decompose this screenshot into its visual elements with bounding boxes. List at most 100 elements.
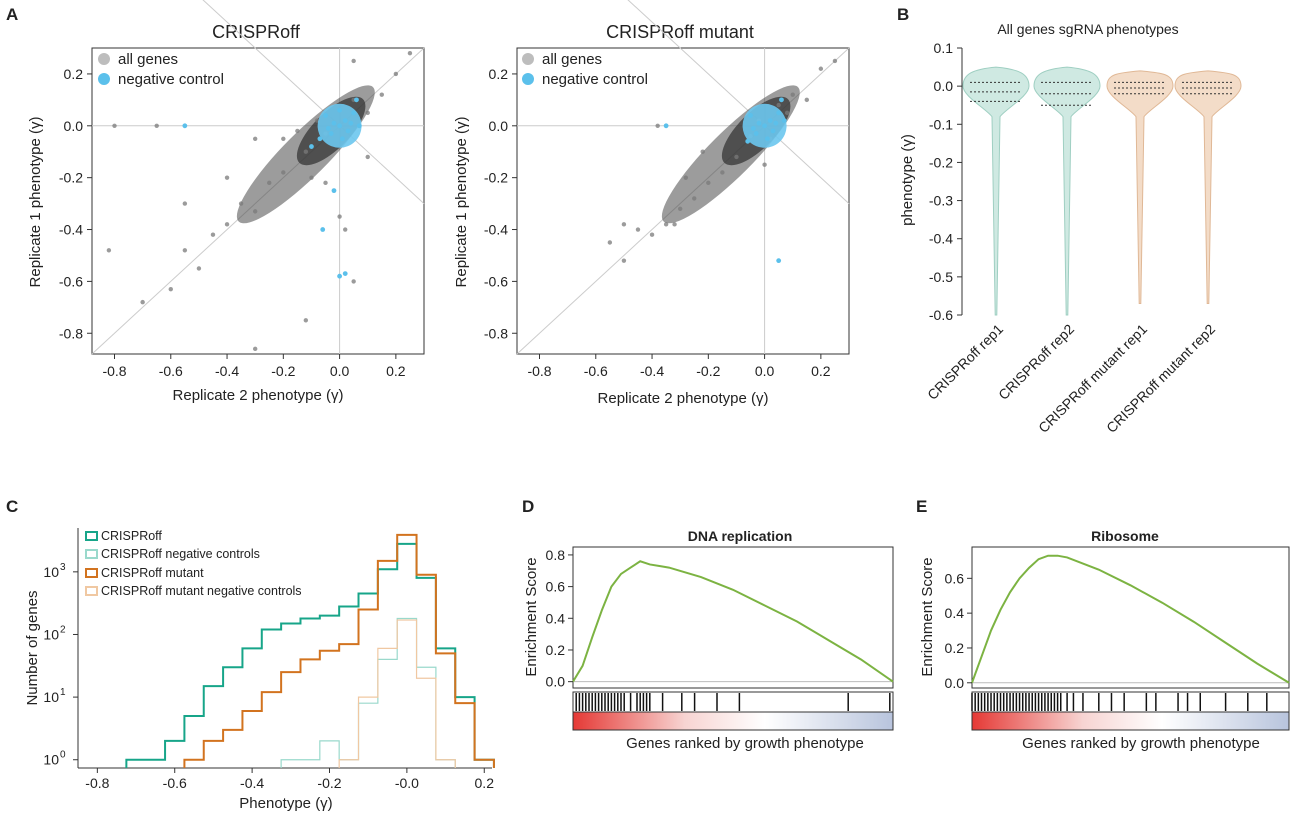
y-tick-label: 0.0 bbox=[489, 118, 509, 134]
enrichment-plot-ribosome: Ribosome 0.0 0.2 0.4 0.6 Genes ranked by gr… bbox=[919, 528, 1290, 752]
y-tick-label: -0.6 bbox=[484, 273, 508, 289]
y-tick-exponent: 1 bbox=[60, 687, 66, 698]
point-all-genes bbox=[323, 180, 328, 186]
y-tick-label: 0.0 bbox=[934, 78, 954, 94]
x-tick-label: -0.0 bbox=[395, 775, 419, 791]
point-all-genes bbox=[112, 123, 117, 128]
point-negative-control bbox=[762, 123, 767, 129]
violin-body bbox=[1174, 70, 1242, 305]
point-all-genes bbox=[196, 266, 202, 271]
point-negative-control bbox=[325, 125, 331, 131]
x-axis-label: Genes ranked by growth phenotype bbox=[1022, 735, 1260, 752]
point-negative-control bbox=[779, 97, 784, 103]
x-tick-label: 0.0 bbox=[330, 363, 350, 379]
y-tick-label: -0.3 bbox=[929, 193, 953, 209]
legend: all genes negative control bbox=[98, 51, 224, 88]
y-tick-label: -0.4 bbox=[59, 222, 83, 238]
enrichment-curve bbox=[971, 554, 1290, 684]
point-all-genes bbox=[635, 227, 641, 232]
point-all-genes bbox=[649, 232, 655, 237]
point-negative-control bbox=[320, 227, 326, 232]
point-all-genes bbox=[182, 248, 188, 253]
scatter-crisproff-mutant: CRISPRoff mutant -0.8 -0.6 -0.4 -0.2 0.0 0.2 … bbox=[453, 0, 850, 407]
y-tick-label: 10 bbox=[43, 564, 59, 580]
y-tick-label: 0.6 bbox=[546, 579, 566, 595]
legend-marker-all-genes bbox=[98, 53, 110, 65]
x-tick-label: -0.8 bbox=[85, 775, 109, 791]
point-all-genes bbox=[106, 248, 112, 253]
point-all-genes bbox=[351, 279, 356, 284]
x-tick-label: 0.2 bbox=[386, 363, 406, 379]
point-negative-control bbox=[345, 128, 351, 134]
point-negative-control bbox=[348, 120, 354, 126]
point-all-genes bbox=[168, 286, 173, 292]
x-tick-label: -0.8 bbox=[527, 363, 551, 379]
point-all-genes bbox=[621, 258, 627, 263]
legend-marker-negative-control bbox=[522, 73, 534, 85]
y-axis-label: Enrichment Score bbox=[523, 557, 540, 676]
point-negative-control bbox=[331, 188, 337, 194]
point-all-genes bbox=[706, 180, 711, 186]
point-negative-control bbox=[342, 118, 348, 124]
legend-label-all-genes: all genes bbox=[542, 51, 602, 68]
violin-1 bbox=[962, 66, 1030, 316]
point-all-genes bbox=[683, 175, 689, 180]
chart-title: CRISPRoff bbox=[212, 22, 301, 42]
y-tick-label: 0.2 bbox=[546, 642, 566, 658]
point-negative-control bbox=[340, 136, 345, 142]
point-all-genes bbox=[365, 110, 370, 116]
point-all-genes bbox=[672, 222, 677, 227]
x-tick-label: -0.4 bbox=[240, 775, 264, 791]
anti-diagonal-line bbox=[627, 0, 850, 204]
y-tick-exponent: 0 bbox=[60, 750, 66, 761]
point-all-genes bbox=[252, 346, 258, 352]
point-negative-control bbox=[342, 271, 348, 277]
point-all-genes bbox=[784, 110, 790, 116]
scatter-crisproff: CRISPRoff -0.8 -0.6 -0.4 -0.2 0.0 0.2 0.2 0.0 -… bbox=[27, 0, 425, 404]
point-all-genes bbox=[210, 232, 216, 237]
x-axis-label: Genes ranked by growth phenotype bbox=[626, 735, 864, 752]
y-tick-label: 0.0 bbox=[945, 675, 965, 691]
x-tick-label: -0.6 bbox=[159, 363, 183, 379]
legend-label-all-genes: all genes bbox=[118, 51, 178, 68]
point-all-genes bbox=[692, 196, 697, 201]
x-tick-label: 0.0 bbox=[755, 363, 775, 379]
point-all-genes bbox=[790, 92, 795, 97]
legend: CRISPRoff CRISPRoff negative controls CR… bbox=[85, 529, 302, 598]
violin-body bbox=[1033, 66, 1101, 316]
y-tick-label: 0.4 bbox=[546, 610, 566, 626]
point-negative-control bbox=[767, 118, 773, 124]
point-negative-control bbox=[331, 120, 337, 126]
y-tick-label: -0.8 bbox=[59, 325, 83, 341]
y-tick-label: 10 bbox=[43, 626, 59, 642]
legend-label-crisproff-negative-controls: CRISPRoff negative controls bbox=[101, 547, 260, 561]
point-all-genes bbox=[663, 222, 669, 227]
point-all-genes bbox=[337, 214, 342, 219]
point-negative-control bbox=[328, 131, 334, 136]
chart-title: DNA replication bbox=[688, 528, 793, 544]
point-all-genes bbox=[776, 102, 781, 108]
point-negative-control bbox=[663, 123, 669, 129]
y-tick-label: -0.1 bbox=[929, 116, 953, 132]
density-cloud bbox=[236, 85, 375, 224]
y-tick-label: 0.8 bbox=[546, 547, 566, 563]
point-negative-control bbox=[765, 136, 770, 142]
point-all-genes bbox=[252, 136, 258, 141]
point-all-genes bbox=[303, 318, 309, 323]
chart-title: All genes sgRNA phenotypes bbox=[997, 21, 1178, 37]
point-negative-control bbox=[337, 123, 342, 129]
legend-swatch-crisproff bbox=[85, 531, 98, 541]
violin-4 bbox=[1174, 70, 1242, 305]
y-axis-label: phenotype (γ) bbox=[899, 134, 916, 226]
violin-2 bbox=[1033, 66, 1101, 316]
plot-frame bbox=[971, 546, 1290, 689]
point-all-genes bbox=[365, 154, 370, 160]
legend-label-crisproff: CRISPRoff bbox=[101, 529, 162, 543]
y-tick-label: -0.2 bbox=[484, 170, 508, 186]
y-axis-label: Replicate 1 phenotype (γ) bbox=[453, 117, 470, 288]
point-negative-control bbox=[356, 123, 362, 129]
x-tick-label: CRISPRoff rep1 bbox=[924, 321, 1006, 403]
point-all-genes bbox=[655, 123, 660, 128]
